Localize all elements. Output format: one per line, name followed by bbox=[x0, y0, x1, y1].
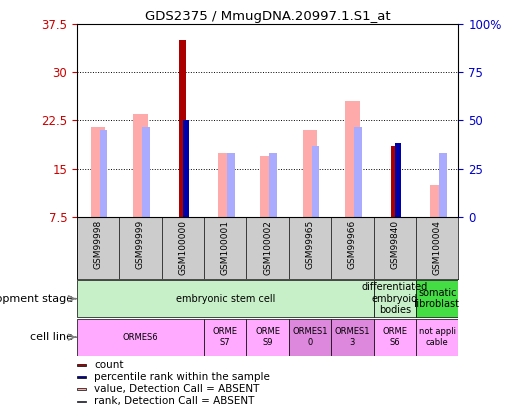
Bar bbox=[392, 146, 398, 217]
Text: percentile rank within the sample: percentile rank within the sample bbox=[94, 372, 270, 382]
Bar bbox=[183, 120, 189, 217]
Bar bbox=[204, 319, 246, 356]
Text: ORME
S9: ORME S9 bbox=[255, 328, 280, 347]
Text: GSM100001: GSM100001 bbox=[221, 220, 229, 275]
Bar bbox=[374, 280, 416, 317]
Bar bbox=[331, 319, 374, 356]
Text: rank, Detection Call = ABSENT: rank, Detection Call = ABSENT bbox=[94, 396, 254, 405]
Bar bbox=[246, 319, 289, 356]
Bar bbox=[269, 153, 277, 217]
Bar bbox=[416, 280, 458, 317]
Text: embryonic stem cell: embryonic stem cell bbox=[175, 294, 275, 304]
Bar bbox=[260, 156, 275, 217]
Bar bbox=[395, 143, 401, 217]
Bar bbox=[218, 153, 233, 217]
Bar bbox=[354, 127, 362, 217]
Text: GSM99965: GSM99965 bbox=[306, 220, 314, 269]
Bar bbox=[100, 130, 108, 217]
Bar bbox=[345, 101, 360, 217]
Text: GSM99840: GSM99840 bbox=[391, 220, 399, 269]
Text: differentiated
embryoid
bodies: differentiated embryoid bodies bbox=[361, 282, 428, 315]
Bar bbox=[430, 185, 445, 217]
Bar bbox=[289, 319, 331, 356]
Bar bbox=[91, 127, 105, 217]
Bar bbox=[77, 364, 86, 366]
Text: ORME
S6: ORME S6 bbox=[382, 328, 408, 347]
Bar bbox=[303, 130, 317, 217]
Bar bbox=[77, 319, 204, 356]
Text: ORMES1
0: ORMES1 0 bbox=[293, 328, 328, 347]
Text: GSM100004: GSM100004 bbox=[433, 220, 441, 275]
Text: GSM99999: GSM99999 bbox=[136, 220, 145, 269]
Text: GSM99998: GSM99998 bbox=[94, 220, 102, 269]
Text: ORMES1
3: ORMES1 3 bbox=[335, 328, 370, 347]
Bar bbox=[374, 319, 416, 356]
Text: somatic
fibroblast: somatic fibroblast bbox=[414, 288, 460, 309]
Text: not appli
cable: not appli cable bbox=[419, 328, 456, 347]
Text: GSM100000: GSM100000 bbox=[179, 220, 187, 275]
Bar bbox=[180, 40, 186, 217]
Bar bbox=[142, 127, 150, 217]
Bar bbox=[133, 114, 148, 217]
Text: ORME
S7: ORME S7 bbox=[213, 328, 238, 347]
Text: development stage: development stage bbox=[0, 294, 73, 304]
Title: GDS2375 / MmugDNA.20997.1.S1_at: GDS2375 / MmugDNA.20997.1.S1_at bbox=[145, 10, 391, 23]
Bar bbox=[439, 153, 447, 217]
Bar bbox=[312, 146, 320, 217]
Text: GSM99966: GSM99966 bbox=[348, 220, 357, 269]
Bar bbox=[77, 401, 86, 402]
Bar bbox=[227, 153, 235, 217]
Bar bbox=[77, 280, 374, 317]
Text: cell line: cell line bbox=[30, 332, 73, 342]
Bar bbox=[416, 319, 458, 356]
Text: count: count bbox=[94, 360, 123, 370]
Text: ORMES6: ORMES6 bbox=[122, 333, 158, 342]
Bar bbox=[77, 388, 86, 390]
Text: value, Detection Call = ABSENT: value, Detection Call = ABSENT bbox=[94, 384, 259, 394]
Text: GSM100002: GSM100002 bbox=[263, 220, 272, 275]
Bar bbox=[77, 376, 86, 378]
